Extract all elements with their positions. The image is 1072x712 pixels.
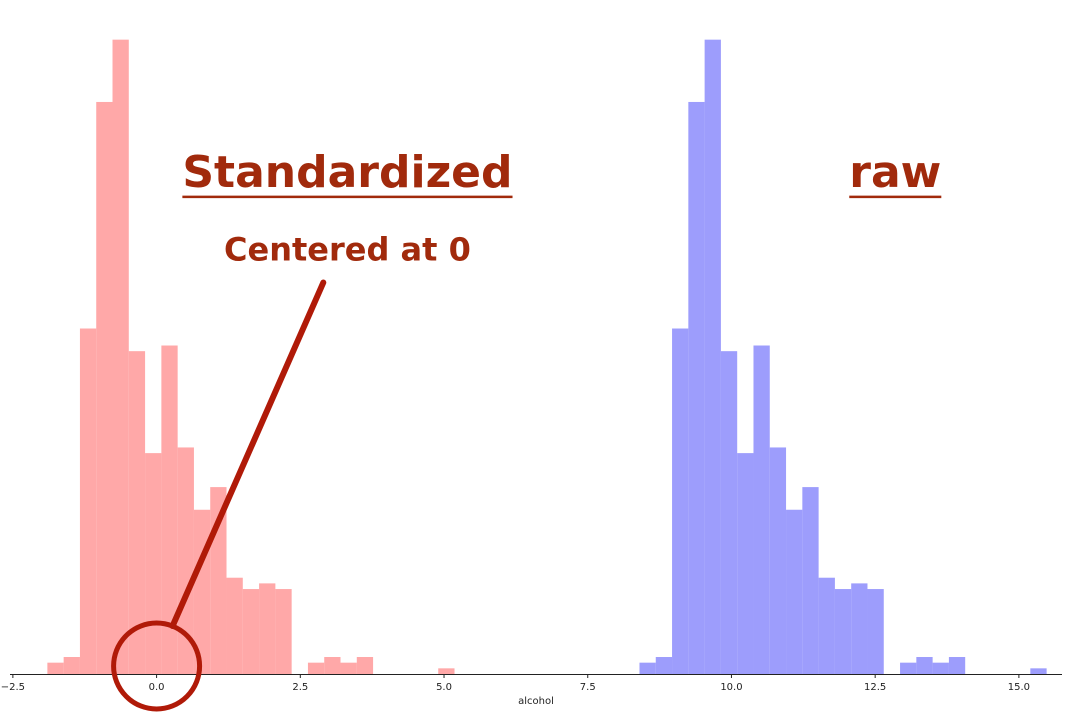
raw-title: raw [849, 147, 941, 198]
standardized-bar-19 [356, 657, 374, 674]
standardized-bar-12 [242, 589, 260, 674]
raw-bar-10 [802, 487, 819, 674]
raw-bar-18 [932, 662, 949, 674]
x-tick-label: 15.0 [1008, 682, 1030, 693]
raw-bar-0 [639, 662, 656, 674]
standardized-bar-6 [145, 453, 162, 674]
x-tick-label: 2.5 [292, 682, 308, 693]
standardized-title: Standardized [182, 147, 512, 198]
raw-bar-11 [818, 577, 835, 674]
standardized-bar-0 [47, 662, 64, 674]
raw-bar-16 [900, 662, 917, 674]
raw-bar-2 [672, 328, 689, 674]
raw-bar-6 [737, 453, 754, 674]
raw-bar-7 [753, 345, 770, 674]
raw-bar-24 [1030, 668, 1047, 674]
centered-at-zero-label: Centered at 0 [224, 231, 471, 269]
x-ticks: −2.5 0.0 2.5 5.0 7.5 10.0 12.5 15.0 [1, 674, 1030, 693]
x-tick-label: 0.0 [149, 682, 165, 693]
annotation-arrow [169, 279, 327, 629]
standardized-bar-4 [112, 39, 129, 675]
standardized-bar-8 [177, 447, 194, 674]
standardized-bar-24 [438, 668, 455, 674]
standardized-bar-1 [63, 657, 80, 674]
standardized-bar-13 [259, 583, 276, 674]
standardized-bar-18 [340, 662, 357, 674]
raw-bar-13 [851, 583, 868, 674]
annotations: Standardized raw Centered at 0 [111, 147, 942, 712]
raw-bar-12 [834, 589, 852, 674]
standardized-bar-2 [79, 328, 97, 674]
standardized-bar-17 [324, 657, 341, 674]
raw-bar-17 [916, 657, 933, 674]
standardized-bar-5 [128, 351, 146, 674]
standardized-bar-14 [275, 589, 292, 674]
raw-bar-8 [769, 447, 787, 674]
zero-highlight-circle [111, 620, 203, 712]
x-tick-label: −2.5 [1, 682, 25, 693]
raw-bar-3 [688, 101, 705, 675]
x-tick-label: 5.0 [436, 682, 452, 693]
raw-bar-4 [704, 39, 721, 675]
standardized-bar-3 [96, 101, 113, 675]
standardized-bar-16 [307, 662, 325, 674]
x-tick-label: 10.0 [720, 682, 742, 693]
x-tick-label: 12.5 [864, 682, 886, 693]
standardized-bar-7 [161, 345, 178, 674]
x-axis-label: alcohol [518, 696, 554, 707]
x-tick-label: 7.5 [580, 682, 596, 693]
raw-bar-1 [655, 657, 673, 674]
raw-bar-5 [720, 351, 738, 674]
raw-bar-9 [786, 509, 803, 674]
raw-histogram [639, 39, 1047, 675]
standardized-bar-11 [226, 577, 243, 674]
raw-bar-19 [948, 657, 966, 674]
standardized-histogram [47, 39, 455, 675]
raw-bar-14 [867, 589, 884, 674]
